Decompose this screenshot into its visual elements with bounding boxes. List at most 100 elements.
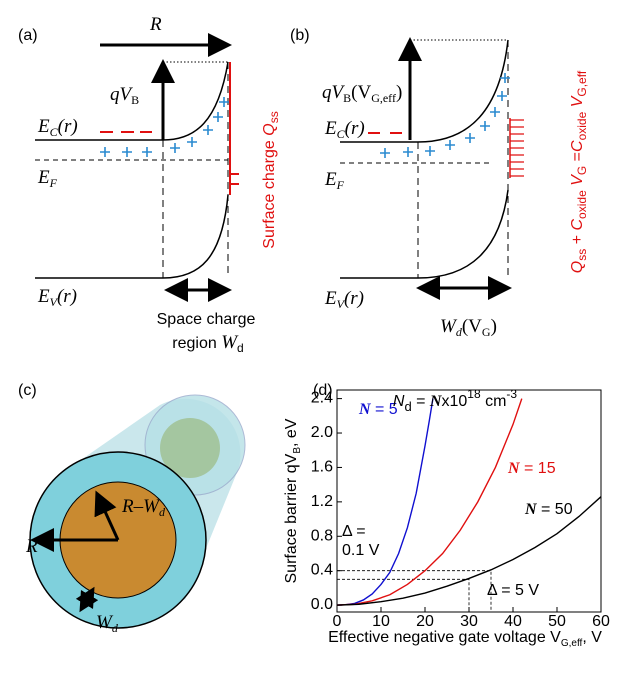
label: E (37, 286, 50, 307)
label: ss (267, 111, 281, 123)
label: + (569, 231, 586, 249)
label: R (25, 536, 38, 557)
series-label: = 5 (371, 401, 398, 418)
axis-label: , eV (283, 418, 300, 447)
label: W (221, 332, 239, 353)
label: – (133, 496, 144, 517)
label: (r) (344, 288, 364, 309)
label: (V (351, 82, 371, 103)
line (336, 398, 523, 606)
y-tick-label: 0.0 (311, 596, 333, 613)
label: Wd(VG) (440, 316, 497, 339)
y-tick-label: 1.6 (311, 458, 333, 475)
x-tick-label: 40 (504, 613, 522, 630)
label: B (131, 93, 139, 107)
chart-title: cm (481, 393, 507, 410)
guide-line (337, 578, 470, 612)
label: EC(r) (37, 116, 78, 139)
panel-label: (d) (313, 382, 333, 399)
label: Q (569, 261, 586, 273)
label: V (569, 95, 586, 111)
label: (V (462, 316, 482, 337)
label: EV(r) (324, 288, 364, 311)
label: qV (110, 84, 134, 105)
series-label: N (358, 401, 372, 418)
label: G,eff (575, 70, 589, 96)
label: (r) (345, 118, 365, 139)
label: V (569, 174, 586, 190)
label: Q (261, 123, 278, 135)
y-tick-label: 2.0 (311, 424, 333, 441)
label: G (482, 325, 491, 339)
label: C (569, 219, 586, 231)
label: G,eff (371, 91, 396, 105)
chart-title: -3 (506, 387, 517, 401)
label: qV (322, 82, 346, 103)
label: ) (491, 316, 497, 337)
label: region (172, 335, 221, 352)
label: E (324, 169, 337, 190)
label: R (149, 14, 162, 35)
label: F (49, 176, 58, 190)
chart-title: d (404, 399, 411, 414)
series-label: N (507, 460, 521, 477)
chart-title: 18 (467, 387, 481, 401)
label: EF (324, 169, 345, 192)
label: = (569, 152, 586, 166)
x-tick-label: 30 (460, 613, 478, 630)
x-tick-label: 50 (548, 613, 566, 630)
label: (r) (57, 286, 77, 307)
label: Space charge (157, 311, 256, 328)
label: ) (396, 82, 402, 103)
panel-label: (a) (18, 27, 38, 44)
label: E (324, 118, 337, 139)
panel-label: (c) (18, 382, 37, 399)
chart-title: N (393, 393, 405, 410)
band-diagram-b (340, 37, 524, 300)
label: d (159, 505, 166, 519)
label: d (237, 341, 244, 355)
annotation: 0.1 V (342, 542, 380, 559)
panel-label: (b) (290, 27, 310, 44)
label: R (121, 496, 134, 517)
y-tick-label: 0.8 (311, 527, 333, 544)
series-label: = 50 (537, 501, 573, 518)
line (336, 496, 602, 606)
series-label: N = 5 (358, 401, 398, 418)
label: region Wd (172, 332, 243, 355)
chart-title: Nd = Nx1018 cm-3 (393, 387, 518, 414)
label: EV(r) (37, 286, 77, 309)
label: qVB(VG,eff) (322, 82, 402, 105)
series-label: N = 15 (507, 460, 556, 477)
guide-line (337, 570, 492, 612)
label: ss (575, 249, 589, 261)
axis-label: , V (582, 629, 602, 646)
chart-title: = (412, 393, 430, 410)
label: C (50, 125, 59, 139)
x-tick-label: 0 (333, 613, 342, 630)
label: W (96, 612, 114, 633)
axis-label: G,eff (561, 638, 583, 649)
axis-label: Effective negative gate voltage VG,eff, … (328, 629, 602, 649)
band-diagram-a (35, 33, 239, 302)
label: qVB (110, 84, 139, 107)
axis-label: Effective negative gate voltage V (328, 629, 561, 646)
chart: 0 10 20 30 40 50 600.00.40.81.21.62.02.4N = 5N… (283, 387, 610, 649)
label: d (456, 325, 463, 339)
axis-label: B (292, 447, 303, 454)
label: C (569, 140, 586, 152)
series-label: = 15 (520, 460, 556, 477)
label: oxide (575, 190, 589, 219)
label: Surface charge (261, 136, 278, 249)
label: W (143, 496, 161, 517)
label: C (337, 127, 346, 141)
y-tick-label: 0.4 (311, 562, 333, 579)
label: F (336, 178, 345, 192)
cylinder (29, 394, 246, 629)
label: G (575, 166, 589, 175)
chart-title: x10 (441, 393, 467, 410)
label: R–Wd (121, 496, 166, 519)
axis-label: Surface barrier qVB, eV (283, 418, 303, 583)
series-label: N = 50 (524, 501, 573, 518)
